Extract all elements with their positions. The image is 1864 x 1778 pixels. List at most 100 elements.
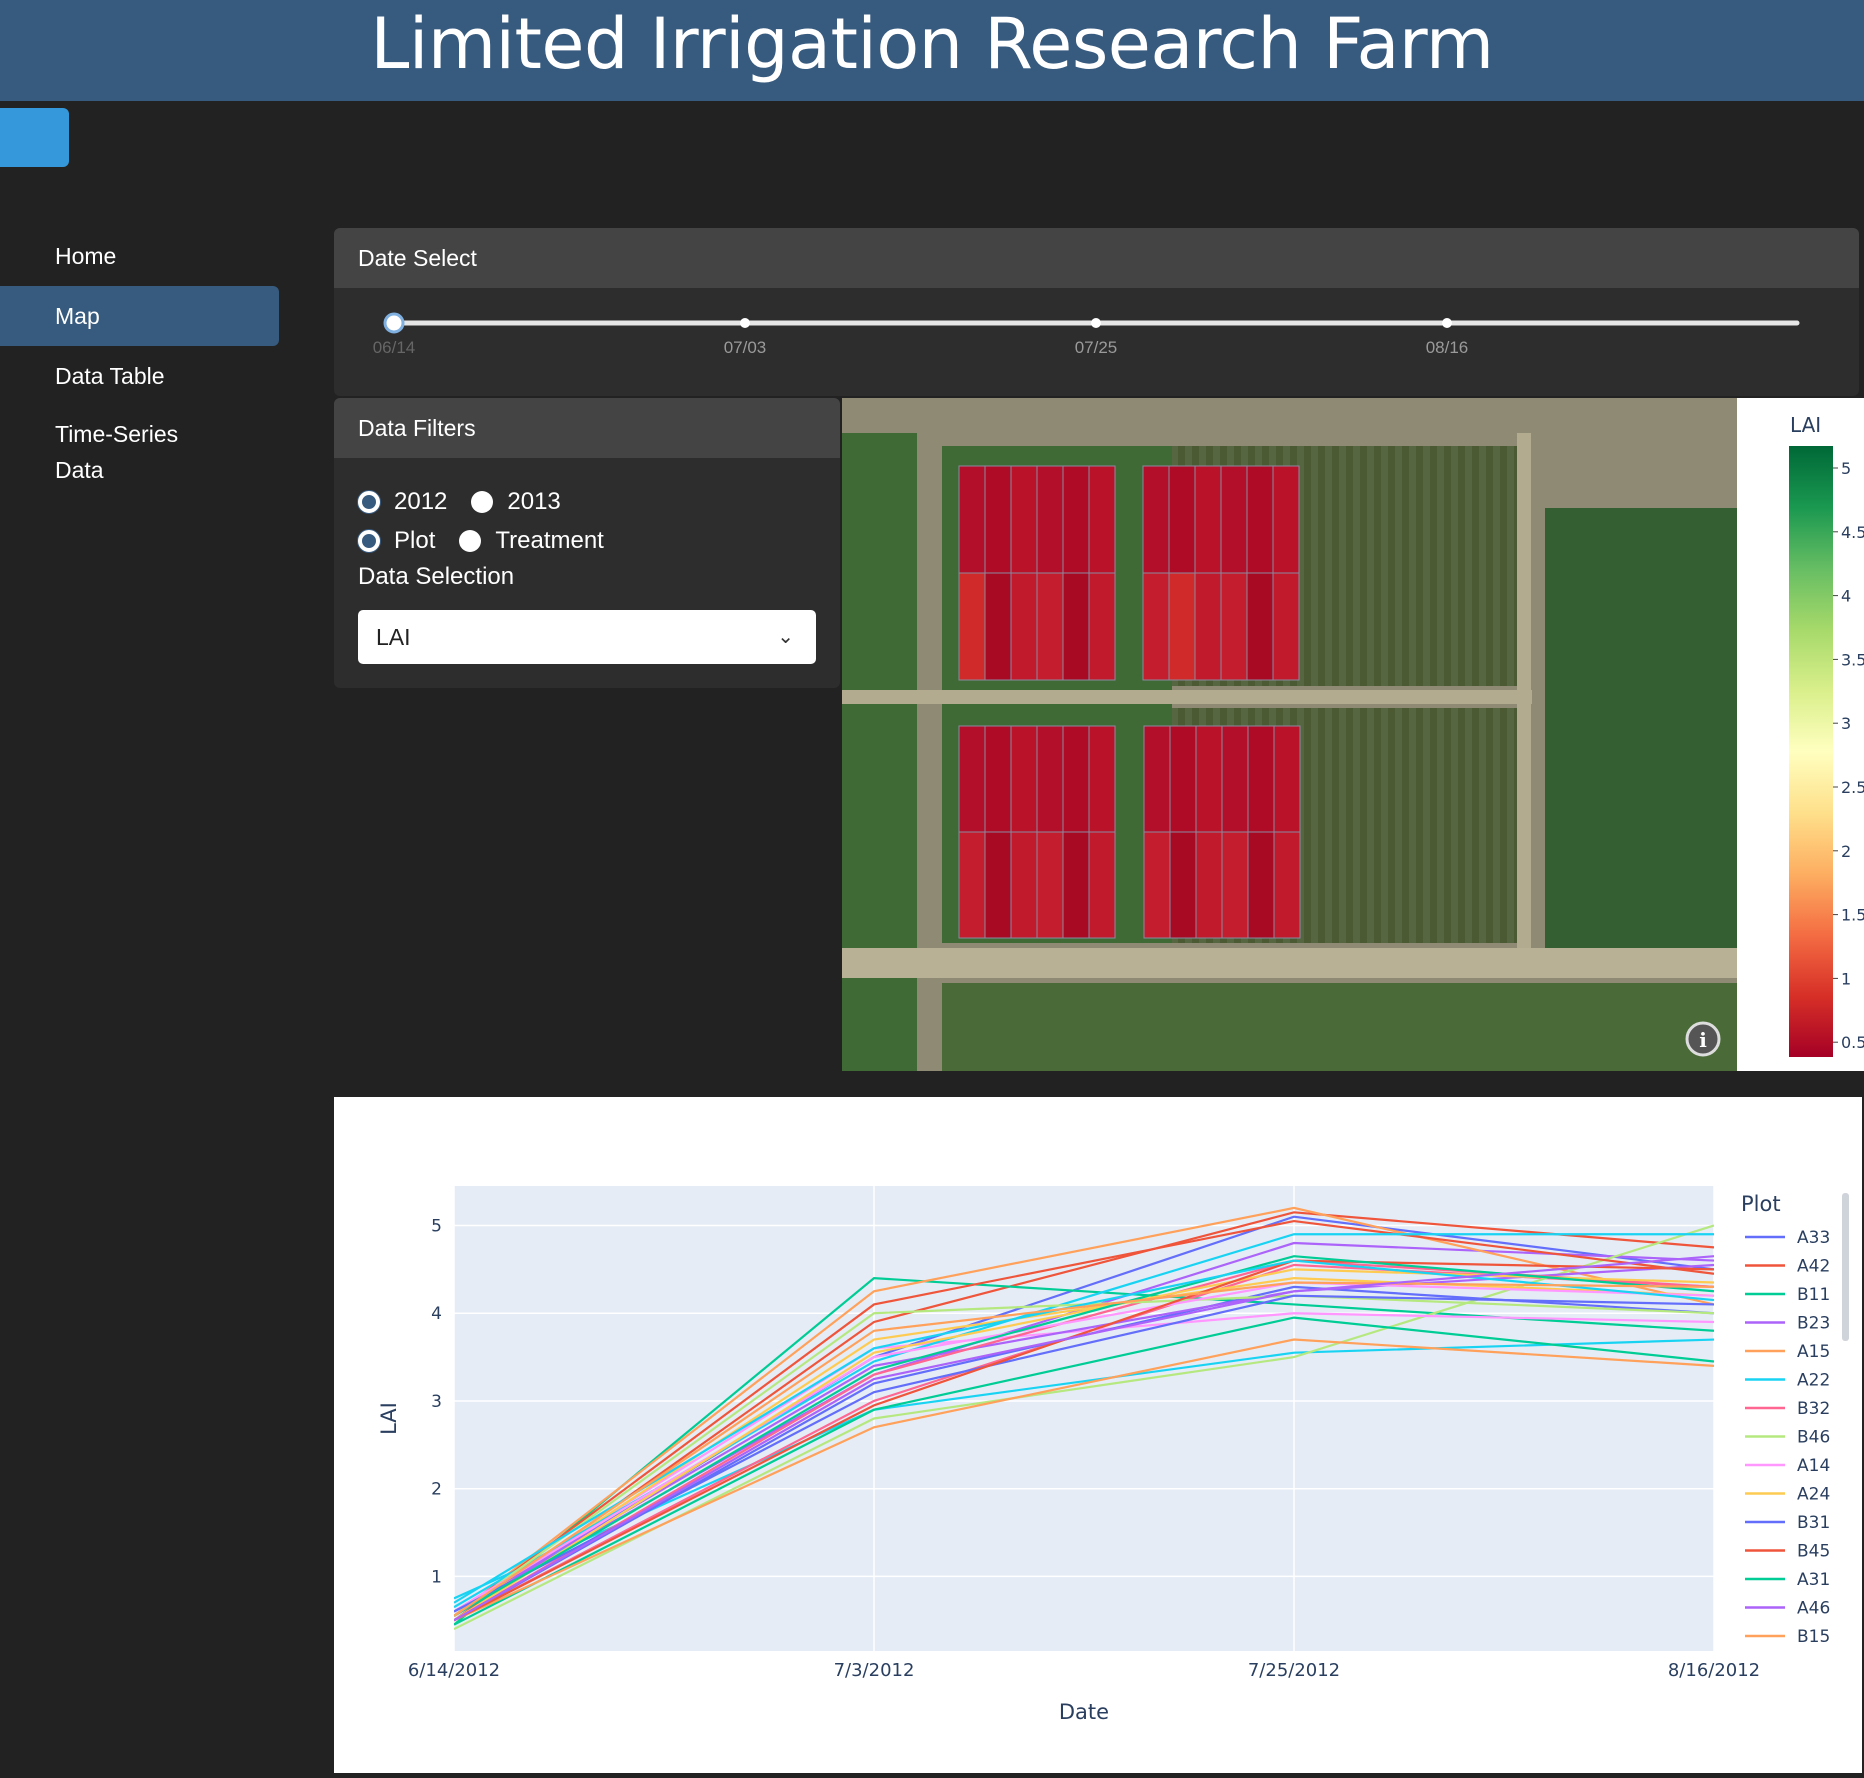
sidebar-toggle-button[interactable]: [0, 108, 69, 167]
plot-polygon[interactable]: [1247, 725, 1275, 833]
slider-dot[interactable]: [1442, 318, 1452, 328]
legend-item[interactable]: B15: [1745, 1627, 1830, 1647]
nav-item-map[interactable]: Map: [0, 286, 279, 346]
plot-polygon[interactable]: [1010, 465, 1038, 574]
series-line[interactable]: [454, 1277, 1714, 1617]
legend-scrollbar[interactable]: [1842, 1193, 1849, 1341]
plot-map[interactable]: i: [842, 398, 1737, 1071]
legend-item[interactable]: B45: [1745, 1542, 1830, 1562]
plot-polygon[interactable]: [958, 725, 986, 833]
legend-item[interactable]: A31: [1745, 1570, 1830, 1590]
plot-polygon[interactable]: [1195, 725, 1223, 833]
series-line[interactable]: [454, 1294, 1714, 1613]
plot-polygon[interactable]: [1194, 465, 1222, 574]
series-line[interactable]: [454, 1316, 1714, 1626]
series-line[interactable]: [454, 1206, 1714, 1617]
plot-polygon[interactable]: [1246, 572, 1274, 681]
nav-item-time-series-data[interactable]: Time-Series Data: [55, 421, 179, 483]
radio-2012[interactable]: [358, 491, 380, 513]
legend-item[interactable]: B11: [1745, 1285, 1830, 1305]
plot-polygon[interactable]: [1036, 831, 1064, 939]
date-select-title: Date Select: [334, 228, 1859, 288]
legend-item[interactable]: A14: [1745, 1456, 1830, 1476]
plot-polygon[interactable]: [1273, 831, 1301, 939]
series-line[interactable]: [454, 1259, 1714, 1622]
colorbar-tick-label: 2: [1841, 842, 1851, 861]
series-line[interactable]: [454, 1219, 1714, 1617]
legend-item[interactable]: A22: [1745, 1371, 1830, 1391]
plot-polygon[interactable]: [1143, 725, 1171, 833]
plot-polygon[interactable]: [1088, 831, 1116, 939]
plot-polygon[interactable]: [1273, 725, 1301, 833]
legend-item[interactable]: B46: [1745, 1428, 1830, 1448]
plot-polygon[interactable]: [1036, 465, 1064, 574]
plot-polygon[interactable]: [1062, 831, 1090, 939]
plot-polygon[interactable]: [1195, 831, 1223, 939]
plot-polygon[interactable]: [1088, 572, 1116, 681]
date-slider[interactable]: 06/14 07/03 07/25 08/16: [334, 288, 1859, 396]
plot-polygon[interactable]: [1220, 572, 1248, 681]
plot-polygon[interactable]: [1220, 465, 1248, 574]
plot-polygon[interactable]: [1246, 465, 1274, 574]
plot-polygon[interactable]: [1272, 572, 1300, 681]
series-line[interactable]: [454, 1312, 1714, 1613]
series-line[interactable]: [454, 1255, 1714, 1622]
plot-polygon[interactable]: [984, 465, 1012, 574]
plot-polygon[interactable]: [1221, 831, 1249, 939]
plot-polygon[interactable]: [984, 572, 1012, 681]
slider-handle[interactable]: [383, 312, 405, 334]
legend-item[interactable]: A33: [1745, 1228, 1830, 1248]
slider-dot[interactable]: [1091, 318, 1101, 328]
nav-item-home[interactable]: Home: [55, 243, 117, 269]
plot-polygon[interactable]: [1194, 572, 1222, 681]
series-line[interactable]: [454, 1268, 1714, 1622]
plot-polygon[interactable]: [1010, 831, 1038, 939]
nav-item-data-table[interactable]: Data Table: [55, 363, 165, 389]
series-line[interactable]: [454, 1281, 1714, 1613]
plot-polygon[interactable]: [958, 831, 986, 939]
series-line[interactable]: [454, 1281, 1714, 1617]
legend-item[interactable]: A24: [1745, 1485, 1830, 1505]
legend-item[interactable]: B32: [1745, 1399, 1830, 1419]
data-selection-dropdown[interactable]: LAI ⌄: [358, 610, 816, 664]
info-icon[interactable]: i: [1685, 1021, 1721, 1057]
plot-polygon[interactable]: [984, 725, 1012, 833]
radio-treatment-label: Treatment: [495, 527, 604, 554]
plot-polygon[interactable]: [1168, 465, 1196, 574]
plot-polygon[interactable]: [1088, 465, 1116, 574]
plot-polygon[interactable]: [958, 572, 986, 681]
plot-polygon[interactable]: [1142, 572, 1170, 681]
plot-polygon[interactable]: [958, 465, 986, 574]
radio-treatment[interactable]: [459, 530, 482, 552]
plot-polygon[interactable]: [1272, 465, 1300, 574]
plot-polygon[interactable]: [1036, 725, 1064, 833]
plot-polygon[interactable]: [1062, 725, 1090, 833]
legend-item[interactable]: A46: [1745, 1599, 1830, 1619]
plot-polygon[interactable]: [1036, 572, 1064, 681]
plot-polygon[interactable]: [1010, 725, 1038, 833]
radio-plot[interactable]: [358, 530, 380, 552]
plot-polygon[interactable]: [1247, 831, 1275, 939]
legend-item[interactable]: B23: [1745, 1314, 1830, 1334]
legend-item[interactable]: B31: [1745, 1513, 1830, 1533]
series-line[interactable]: [454, 1263, 1714, 1613]
series-line[interactable]: [454, 1211, 1714, 1622]
legend-item[interactable]: A15: [1745, 1342, 1830, 1362]
plot-polygon[interactable]: [1062, 572, 1090, 681]
series-line[interactable]: [454, 1338, 1714, 1600]
legend-item[interactable]: A42: [1745, 1257, 1830, 1277]
plot-polygon[interactable]: [1088, 725, 1116, 833]
plot-polygon[interactable]: [1168, 572, 1196, 681]
plot-polygon[interactable]: [1062, 465, 1090, 574]
series-line[interactable]: [454, 1259, 1714, 1604]
series-line[interactable]: [454, 1338, 1714, 1622]
plot-polygon[interactable]: [1010, 572, 1038, 681]
plot-polygon[interactable]: [1221, 725, 1249, 833]
slider-dot[interactable]: [740, 318, 750, 328]
radio-2013[interactable]: [471, 491, 494, 513]
plot-polygon[interactable]: [1169, 725, 1197, 833]
plot-polygon[interactable]: [1169, 831, 1197, 939]
plot-polygon[interactable]: [984, 831, 1012, 939]
plot-polygon[interactable]: [1142, 465, 1170, 574]
plot-polygon[interactable]: [1143, 831, 1171, 939]
